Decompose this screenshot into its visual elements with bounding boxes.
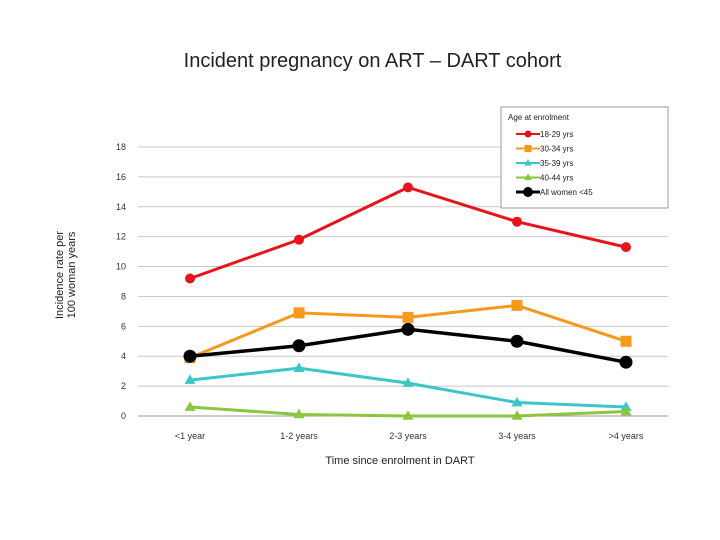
legend-label: 40-44 yrs	[540, 174, 573, 183]
data-point	[512, 216, 522, 227]
x-tick-label: 3-4 years	[498, 431, 536, 441]
y-tick-label: 0	[121, 411, 126, 421]
y-tick-label: 10	[116, 262, 126, 272]
x-axis-title: Time since enrolment in DART	[325, 455, 474, 467]
data-point	[292, 339, 306, 353]
series-group	[183, 182, 633, 420]
y-tick-label: 8	[121, 291, 126, 301]
series-all-women-45	[183, 322, 633, 369]
y-tick-labels: 0 2 4 6 8 10 12 14 16 18	[116, 142, 126, 421]
legend-marker	[524, 159, 532, 166]
x-tick-label: <1 year	[175, 431, 205, 441]
y-tick-label: 14	[116, 202, 126, 212]
y-tick-label: 6	[121, 321, 126, 331]
legend: Age at enrolment 18-29 yrs 30-34 yrs 35-39 …	[500, 106, 669, 209]
data-point	[510, 334, 524, 348]
data-point	[403, 182, 413, 193]
legend-label: 30-34 yrs	[540, 145, 573, 154]
data-point	[620, 405, 632, 416]
chart-title: Incident pregnancy on ART – DART cohort	[183, 50, 562, 72]
legend-marker	[524, 130, 532, 138]
data-point	[511, 299, 523, 311]
x-tick-label: 1-2 years	[280, 431, 318, 441]
y-axis-title: Incidence rate per100 woman years	[54, 231, 78, 319]
data-point	[402, 377, 414, 387]
series-18-29-yrs	[185, 182, 631, 284]
data-point	[402, 410, 414, 420]
data-point	[293, 362, 305, 372]
data-point	[621, 242, 631, 253]
series-line	[189, 366, 627, 409]
data-point	[184, 374, 196, 384]
data-point	[294, 234, 304, 245]
x-tick-labels: <1 year 1-2 years 2-3 years 3-4 years >4 yea…	[175, 431, 644, 441]
data-point	[401, 322, 415, 336]
y-tick-label: 18	[116, 142, 126, 152]
x-tick-label: 2-3 years	[389, 431, 427, 441]
data-point	[620, 335, 632, 347]
legend-marker	[523, 187, 533, 197]
legend-title: Age at enrolment	[508, 113, 570, 122]
data-point	[402, 311, 414, 323]
legend-marker	[524, 145, 532, 152]
y-tick-label: 2	[121, 381, 126, 391]
legend-label: 35-39 yrs	[540, 159, 573, 168]
data-point	[619, 355, 633, 369]
y-tick-label: 4	[121, 351, 126, 361]
y-tick-label: 16	[116, 172, 126, 182]
legend-label: 18-29 yrs	[540, 130, 573, 139]
legend-label: All women <45	[540, 188, 593, 197]
data-point	[183, 349, 197, 363]
data-point	[293, 408, 305, 419]
data-point	[184, 401, 196, 411]
series-40-44-yrs	[184, 401, 632, 420]
y-tick-label: 12	[116, 232, 126, 242]
data-point	[293, 307, 305, 319]
series-35-39-yrs	[184, 362, 632, 411]
x-tick-label: >4 years	[609, 431, 644, 441]
data-point	[185, 273, 195, 284]
legend-marker	[524, 173, 532, 181]
data-point	[511, 396, 523, 407]
data-point	[511, 410, 523, 420]
